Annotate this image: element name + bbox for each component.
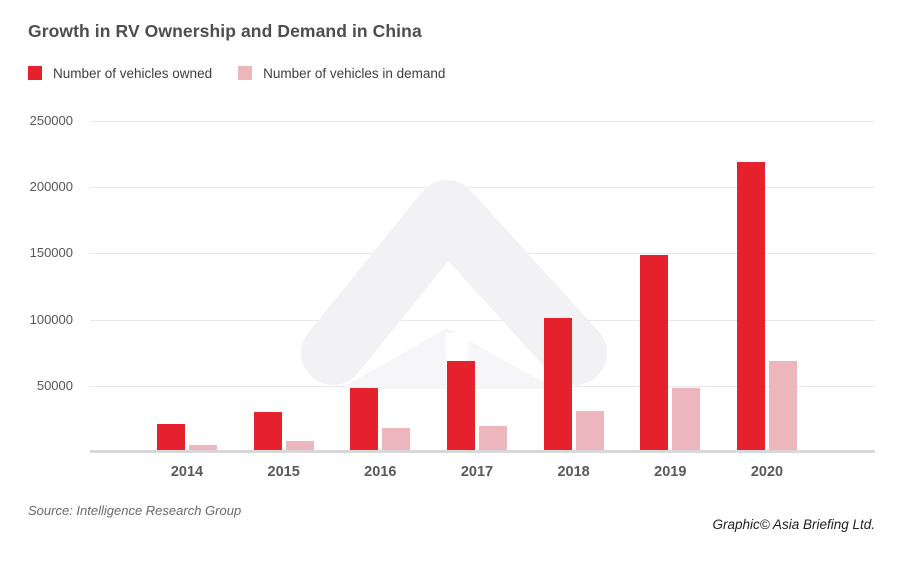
bar-demand-2014: [189, 445, 217, 452]
bar-owned-2016: [350, 388, 379, 452]
bar-owned-2020: [736, 162, 765, 452]
bar-demand-2015: [285, 441, 314, 452]
gridline-250000: [90, 121, 875, 122]
y-axis-tick-label: 250000: [29, 113, 73, 128]
credit-note: Graphic© Asia Briefing Ltd.: [712, 517, 875, 532]
bar-demand-2016: [382, 428, 411, 452]
x-axis-baseline: [90, 450, 875, 453]
bar-owned-2019: [640, 255, 669, 452]
bar-chart: 2014 2015 2016 2017 2018 2019 2020 50000 100000…: [0, 113, 900, 480]
chart-legend: Number of vehicles owned Number of vehic…: [28, 65, 445, 81]
x-axis-label-2019: 2019: [654, 464, 687, 480]
x-axis-label-2017: 2017: [460, 464, 494, 480]
gridline-200000: [90, 187, 875, 189]
chart-title: Growth in RV Ownership and Demand in Chi…: [28, 21, 422, 41]
x-axis-label-2018: 2018: [557, 464, 590, 480]
bar-owned-2017: [446, 361, 475, 452]
x-axis-label-2020: 2020: [750, 464, 784, 480]
legend-item-demand: Number of vehicles in demand: [238, 66, 445, 81]
legend-swatch-owned: [28, 66, 42, 80]
legend-label-owned: Number of vehicles owned: [53, 65, 213, 81]
x-axis-label-2014: 2014: [170, 464, 204, 480]
plot-area: 2014 2015 2016 2017 2018 2019 2020: [90, 121, 875, 480]
bar-owned-2014: [157, 424, 185, 452]
bar-demand-2017: [478, 426, 507, 452]
y-axis-tick-label: 50000: [36, 377, 73, 393]
gridline-100000: [90, 319, 875, 321]
y-axis-tick-label: 200000: [29, 179, 73, 195]
y-axis-tick-label: 100000: [29, 311, 73, 327]
legend-item-owned: Number of vehicles owned: [28, 66, 212, 81]
y-axis-tick-label: 150000: [29, 245, 73, 261]
bar-demand-2019: [672, 388, 701, 452]
legend-label-demand: Number of vehicles in demand: [263, 65, 446, 81]
bar-owned-2018: [543, 318, 572, 452]
bar-demand-2018: [575, 411, 604, 452]
legend-swatch-demand: [238, 66, 253, 80]
x-axis-label-2015: 2015: [267, 464, 300, 480]
bar-demand-2020: [768, 361, 797, 452]
bar-owned-2015: [253, 412, 282, 452]
x-axis-label-2016: 2016: [364, 464, 397, 480]
source-note: Source: Intelligence Research Group: [28, 503, 242, 518]
